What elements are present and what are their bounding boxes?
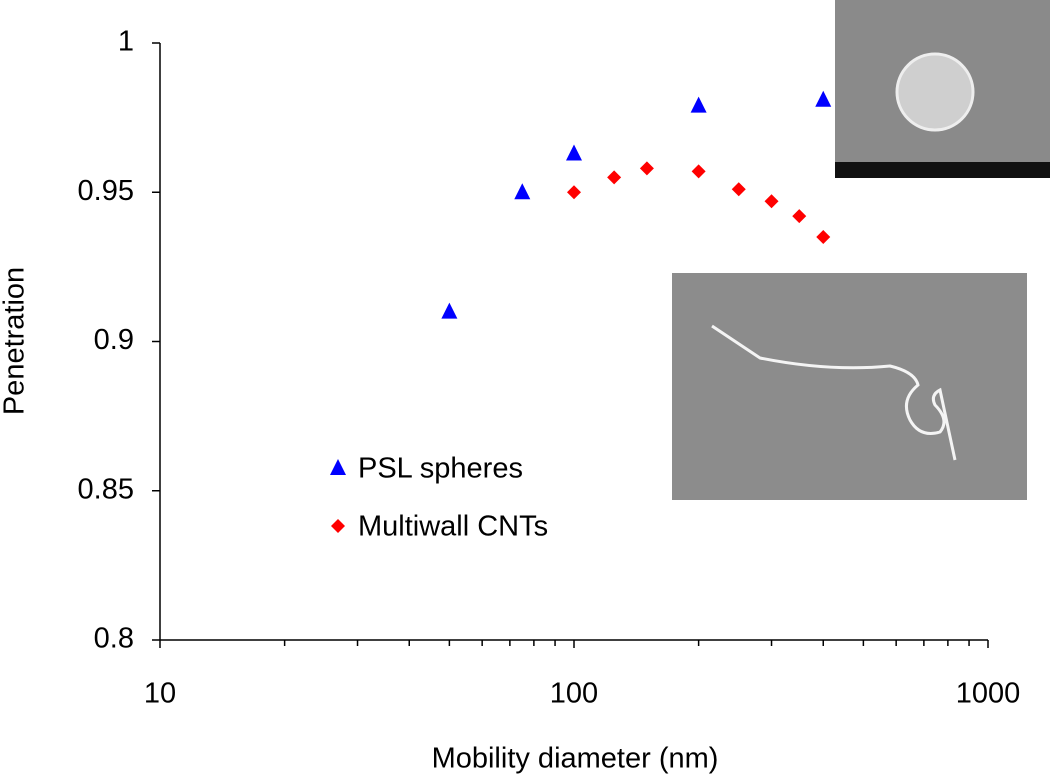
diamond-marker xyxy=(567,185,581,200)
legend-marker xyxy=(330,459,346,475)
inset-cnt-image xyxy=(672,273,1027,500)
triangle-marker xyxy=(514,183,531,200)
x-tick-label: 1000 xyxy=(956,678,1021,710)
inset-sphere-image xyxy=(835,0,1050,178)
y-axis-label: Penetration xyxy=(0,267,31,415)
triangle-marker xyxy=(815,90,832,107)
diamond-marker xyxy=(731,182,746,197)
diamond-marker xyxy=(691,164,706,179)
triangle-marker xyxy=(690,96,707,113)
diamond-marker xyxy=(764,194,779,209)
triangle-marker xyxy=(566,144,582,161)
y-tick-label: 0.8 xyxy=(94,623,134,655)
diamond-marker xyxy=(639,161,654,176)
legend-label: Multiwall CNTs xyxy=(358,511,548,543)
diamond-marker xyxy=(816,230,831,245)
diamond-marker xyxy=(607,170,622,185)
y-tick-label: 0.9 xyxy=(94,324,134,356)
x-tick-label: 10 xyxy=(144,678,176,710)
legend-label: PSL spheres xyxy=(358,453,523,485)
diamond-marker xyxy=(792,209,807,224)
legend-marker xyxy=(331,519,345,533)
y-tick-label: 1 xyxy=(118,26,134,58)
y-tick-label: 0.95 xyxy=(78,175,134,207)
y-tick-label: 0.85 xyxy=(78,473,134,505)
x-tick-label: 100 xyxy=(550,678,598,710)
triangle-marker xyxy=(441,302,458,319)
x-axis-label: Mobility diameter (nm) xyxy=(432,743,719,775)
